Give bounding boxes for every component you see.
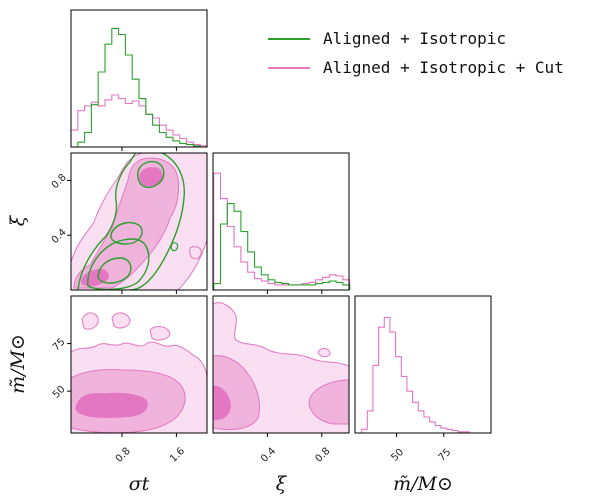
panel-frame: [70, 9, 208, 148]
contour-cut-level-3-upper: [139, 167, 163, 187]
hist-sigma-t-aligned-isotropic: [71, 27, 207, 148]
panel-frame: [212, 295, 350, 434]
x-axis-label-sigma-t: σt: [129, 473, 150, 495]
y-axis-label-m: m̃/M⊙: [7, 334, 29, 394]
contour-aligned-isotropic-level-1: [77, 153, 185, 290]
y-axis-label-xi: ξ: [7, 214, 29, 226]
y-tick-label: 75: [51, 336, 68, 353]
contour-cut-level-3: [213, 385, 231, 421]
contour-cut-level-1-island-a: [81, 312, 99, 330]
contour-cut-level-1-island-c: [149, 326, 171, 341]
x-tick-label: 1.6: [168, 446, 187, 465]
legend-label-cut: Aligned + Isotropic + Cut: [323, 58, 564, 77]
panel-contour-xi-vs-sigma-t: [70, 152, 208, 291]
x-axis-label-xi: ξ: [276, 473, 288, 495]
x-tick-label: 0.8: [314, 446, 333, 465]
panel-hist-xi: [212, 152, 351, 291]
contour-aligned-isotropic-level-3: [97, 257, 132, 284]
hist-xi-cut: [213, 172, 351, 290]
legend: Aligned + Isotropic Aligned + Isotropic …: [268, 29, 564, 77]
x-tick-label: 0.4: [259, 446, 278, 465]
panel-contour-m-vs-sigma-t: [70, 295, 208, 434]
contour-aligned-isotropic-level-2: [87, 238, 150, 290]
contour-cut-level-1-island-b: [111, 312, 131, 329]
panel-contour-m-vs-xi: [212, 295, 350, 434]
contour-cut-level-3: [75, 392, 148, 418]
panel-hist-m: [354, 295, 492, 434]
panel-hist-sigma-t: [70, 9, 208, 148]
y-tick-label: 50: [51, 384, 68, 401]
hist-m-cut: [355, 316, 487, 434]
contour-aligned-isotropic-upper: [137, 160, 165, 189]
contour-aligned-isotropic-island: [170, 242, 179, 252]
x-tick-label: 50: [389, 447, 406, 464]
hist-xi-aligned-isotropic: [213, 203, 351, 290]
contour-cut-level-1-island: [317, 347, 331, 358]
y-tick-label: 0.4: [50, 227, 69, 246]
contour-aligned-isotropic-mid: [110, 221, 143, 245]
hist-sigma-t-cut: [70, 94, 208, 147]
legend-label-aligned-isotropic: Aligned + Isotropic: [323, 29, 506, 48]
panel-frame: [70, 152, 208, 291]
panel-frame: [212, 152, 350, 291]
contour-cut-level-2-right: [308, 379, 349, 425]
y-tick-label: 0.8: [50, 172, 69, 191]
x-tick-label: 0.8: [114, 446, 133, 465]
contour-cut-level-1-island: [189, 246, 202, 260]
x-axis-label-m: m̃/M⊙: [393, 473, 453, 495]
panel-frame: [354, 295, 492, 434]
x-tick-label: 75: [437, 447, 454, 464]
panel-frame: [70, 295, 208, 434]
